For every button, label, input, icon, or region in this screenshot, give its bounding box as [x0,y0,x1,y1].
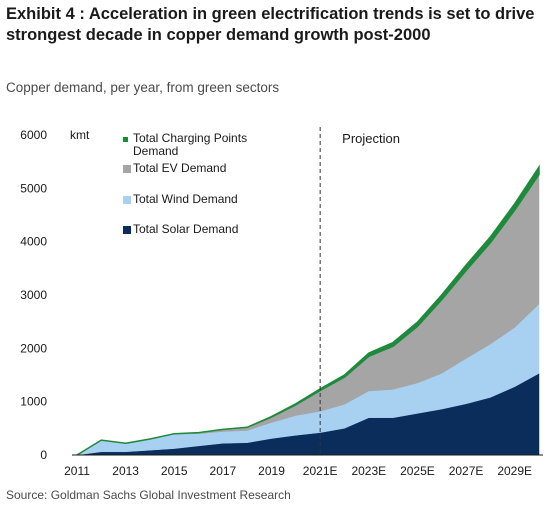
y-tick-label: 3000 [20,288,47,302]
x-tick-label: 2025E [400,464,435,478]
chart-title: Exhibit 4 : Acceleration in green electr… [6,5,535,44]
y-tick-label: 5000 [20,181,47,195]
y-tick-label: 6000 [20,128,47,142]
projection-label: Projection [342,131,400,146]
source-note: Source: Goldman Sachs Global Investment … [6,488,291,502]
x-tick-label: 2027E [449,464,484,478]
legend-swatch-total-ev-demand [123,165,131,173]
legend-swatch-total-wind-demand [123,196,131,204]
area-chart: 0 1000 2000 3000 4000 5000 6000 kmt 2011 2013 2015… [20,127,543,478]
legend-label-total-solar-demand: Total Solar Demand [133,222,238,236]
y-tick-label: 4000 [20,235,47,249]
legend-label-total-wind-demand: Total Wind Demand [133,192,238,206]
legend-swatch-total-solar-demand [123,226,131,234]
legend-label-total-ev-demand: Total EV Demand [133,161,226,175]
x-tick-label: 2013 [112,464,139,478]
x-tick-label: 2021E [303,464,338,478]
legend-swatch-total-charging-points-demand [123,137,128,142]
y-tick-label: 1000 [20,395,47,409]
x-tick-label: 2015 [161,464,188,478]
x-tick-label: 2017 [210,464,237,478]
series-total-charging-points-demand-area [76,164,540,456]
y-unit-label: kmt [70,128,90,142]
y-tick-label: 2000 [20,341,47,355]
x-tick-label: 2023E [351,464,386,478]
chart-subtitle: Copper demand, per year, from green sect… [6,80,280,95]
x-tick-label: 2029E [497,464,532,478]
legend-label-total-charging-points-demand: Total Charging Points Demand [133,131,247,158]
x-tick-label: 2011 [64,464,90,478]
y-tick-label: 0 [40,448,47,462]
x-tick-label: 2019 [258,464,285,478]
